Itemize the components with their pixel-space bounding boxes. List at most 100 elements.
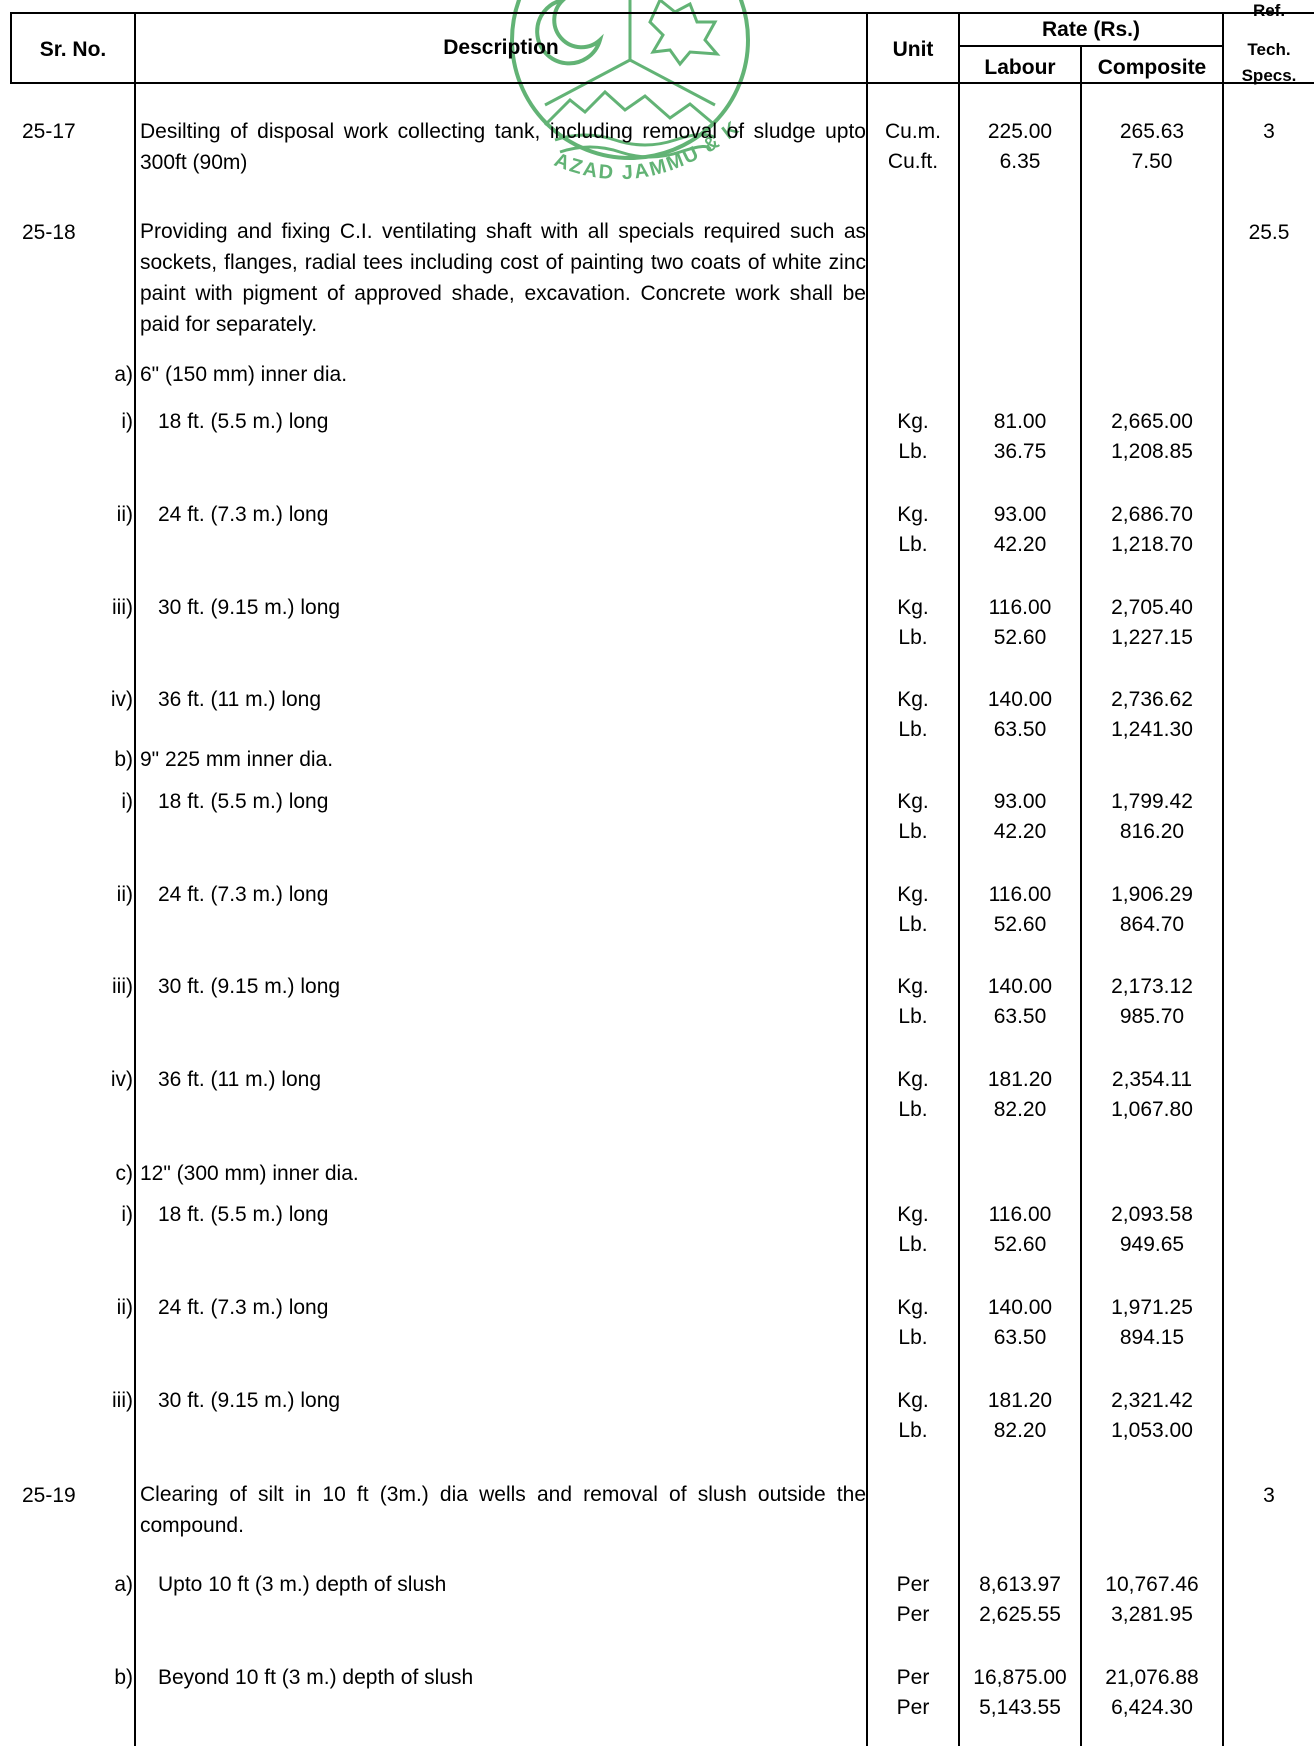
item-25-18-b-iv-label: iv) bbox=[110, 1068, 133, 1091]
item-25-19-a-unit-1: Per bbox=[896, 1573, 930, 1596]
item-25-18-b-label: b) bbox=[114, 748, 133, 771]
item-25-17-description: Desilting of disposal work collecting ta… bbox=[140, 120, 866, 174]
item-25-18-c-ii-composite-2: 894.15 bbox=[1119, 1326, 1185, 1349]
item-25-18-ref: 25.5 bbox=[1248, 221, 1290, 244]
item-25-18-a-i-unit-1: Kg. bbox=[897, 410, 929, 433]
item-25-18-c-label: c) bbox=[115, 1162, 134, 1185]
column-divider-unit bbox=[866, 12, 868, 1746]
item-25-18-c-iii-labour-2: 82.20 bbox=[993, 1419, 1047, 1442]
item-25-18-b-iv-labour-2: 82.20 bbox=[993, 1098, 1047, 1121]
item-25-17-composite-metric: 265.63 bbox=[1119, 120, 1185, 143]
item-25-18-a-i-text: 18 ft. (5.5 m.) long bbox=[158, 410, 329, 433]
item-25-18-c-i-label: i) bbox=[121, 1203, 133, 1226]
item-25-17-unit-metric: Cu.m. bbox=[884, 120, 941, 143]
item-25-19-b-labour-1: 16,875.00 bbox=[973, 1666, 1067, 1689]
item-25-18-a-i-labour-1: 81.00 bbox=[993, 410, 1047, 433]
item-25-18-number: 25-18 bbox=[22, 221, 76, 244]
item-25-18-a-ii-composite-1: 2,686.70 bbox=[1111, 503, 1193, 526]
item-25-18-a-iii-unit-1: Kg. bbox=[897, 596, 929, 619]
item-25-18-b-ii-label: ii) bbox=[116, 883, 133, 906]
header-labour: Labour bbox=[984, 56, 1056, 79]
item-25-19-b-composite-1: 21,076.88 bbox=[1105, 1666, 1199, 1689]
item-25-18-a-iii-labour-2: 52.60 bbox=[993, 626, 1047, 649]
item-25-19-a-text: Upto 10 ft (3 m.) depth of slush bbox=[158, 1573, 447, 1596]
item-25-17-labour-imperial: 6.35 bbox=[999, 150, 1041, 173]
item-25-18-a-iii-composite-2: 1,227.15 bbox=[1111, 626, 1193, 649]
item-25-18-c-ii-labour-2: 63.50 bbox=[993, 1326, 1047, 1349]
item-25-17-composite-imperial: 7.50 bbox=[1131, 150, 1173, 173]
item-25-18-c-ii-unit-2: Lb. bbox=[898, 1326, 928, 1349]
ajk-emblem-watermark-icon: AZAD JAMMU & KASHMIR bbox=[485, 0, 750, 184]
item-25-18-a-ii-text: 24 ft. (7.3 m.) long bbox=[158, 503, 329, 526]
item-25-18-a-iv-composite-2: 1,241.30 bbox=[1111, 718, 1193, 741]
item-25-18-a-i-composite-1: 2,665.00 bbox=[1111, 410, 1193, 433]
item-25-18-c-ii-label: ii) bbox=[116, 1296, 133, 1319]
header-description: Description bbox=[443, 36, 559, 59]
header-sr-no: Sr. No. bbox=[39, 38, 107, 61]
item-25-18-a-i-label: i) bbox=[121, 410, 133, 433]
item-25-18-b-iii-unit-2: Lb. bbox=[898, 1005, 928, 1028]
item-25-18-c-i-unit-2: Lb. bbox=[898, 1233, 928, 1256]
column-divider-composite bbox=[1080, 46, 1082, 1746]
item-25-18-b-i-unit-2: Lb. bbox=[898, 820, 928, 843]
item-25-18-c-ii-unit-1: Kg. bbox=[897, 1296, 929, 1319]
item-25-18-b-ii-labour-1: 116.00 bbox=[988, 883, 1052, 906]
left-border bbox=[10, 12, 12, 84]
header-unit: Unit bbox=[892, 38, 934, 61]
item-25-19-b-unit-1: Per bbox=[896, 1666, 930, 1689]
item-25-17-unit-imperial: Cu.ft. bbox=[887, 150, 939, 173]
item-25-18-b-iv-composite-2: 1,067.80 bbox=[1111, 1098, 1193, 1121]
item-25-18-c-ii-composite-1: 1,971.25 bbox=[1111, 1296, 1193, 1319]
item-25-19-b-label: b) bbox=[114, 1666, 133, 1689]
item-25-18-description: Providing and fixing C.I. ventilating sh… bbox=[140, 220, 866, 336]
item-25-18-b-iv-text: 36 ft. (11 m.) long bbox=[158, 1068, 322, 1091]
item-25-18-a-iv-composite-1: 2,736.62 bbox=[1111, 688, 1193, 711]
item-25-18-a-ii-composite-2: 1,218.70 bbox=[1111, 533, 1193, 556]
item-25-18-c-ii-text: 24 ft. (7.3 m.) long bbox=[158, 1296, 329, 1319]
item-25-18-c-i-composite-2: 949.65 bbox=[1119, 1233, 1185, 1256]
item-25-18-a-iii-label: iii) bbox=[112, 596, 133, 619]
item-25-17-ref: 3 bbox=[1263, 120, 1275, 143]
item-25-18-a-ii-labour-1: 93.00 bbox=[993, 503, 1047, 526]
header-ref-line-1: Ref. bbox=[1252, 1, 1286, 20]
item-25-18-b-iv-unit-2: Lb. bbox=[898, 1098, 928, 1121]
item-25-19-a-composite-1: 10,767.46 bbox=[1105, 1573, 1199, 1596]
item-25-18-a-ii-labour-2: 42.20 bbox=[993, 533, 1047, 556]
header-rate: Rate (Rs.) bbox=[1041, 18, 1141, 41]
item-25-18-b-iii-labour-1: 140.00 bbox=[987, 975, 1053, 998]
item-25-18-a-iv-label: iv) bbox=[110, 688, 133, 711]
item-25-18-c-i-composite-1: 2,093.58 bbox=[1111, 1203, 1193, 1226]
item-25-18-c-iii-unit-1: Kg. bbox=[897, 1389, 929, 1412]
item-25-18-b-iii-label: iii) bbox=[112, 975, 133, 998]
item-25-19-a-labour-2: 2,625.55 bbox=[979, 1603, 1061, 1626]
item-25-18-b-iv-unit-1: Kg. bbox=[897, 1068, 929, 1091]
item-25-18-b-text: 9" 225 mm inner dia. bbox=[140, 748, 334, 771]
item-25-18-a-iii-text: 30 ft. (9.15 m.) long bbox=[158, 596, 341, 619]
item-25-19-description: Clearing of silt in 10 ft (3m.) dia well… bbox=[140, 1483, 866, 1537]
item-25-18-c-text: 12" (300 mm) inner dia. bbox=[140, 1162, 359, 1185]
item-25-18-b-iv-composite-1: 2,354.11 bbox=[1111, 1068, 1193, 1091]
item-25-19-ref: 3 bbox=[1263, 1484, 1275, 1507]
item-25-18-c-i-unit-1: Kg. bbox=[897, 1203, 929, 1226]
item-25-18-a-label: a) bbox=[114, 363, 133, 386]
column-divider-ref bbox=[1222, 12, 1224, 1746]
item-25-18-a-ii-unit-1: Kg. bbox=[897, 503, 929, 526]
item-25-18-c-i-text: 18 ft. (5.5 m.) long bbox=[158, 1203, 329, 1226]
item-25-18-a-iv-unit-2: Lb. bbox=[898, 718, 928, 741]
item-25-18-b-i-label: i) bbox=[121, 790, 133, 813]
item-25-19-a-labour-1: 8,613.97 bbox=[979, 1573, 1061, 1596]
item-25-18-b-i-text: 18 ft. (5.5 m.) long bbox=[158, 790, 329, 813]
item-25-18-c-iii-text: 30 ft. (9.15 m.) long bbox=[158, 1389, 341, 1412]
item-25-18-c-iii-composite-1: 2,321.42 bbox=[1111, 1389, 1193, 1412]
column-divider-labour bbox=[958, 12, 960, 1746]
item-25-19-b-text: Beyond 10 ft (3 m.) depth of slush bbox=[158, 1666, 474, 1689]
item-25-18-b-i-composite-2: 816.20 bbox=[1119, 820, 1185, 843]
item-25-17-labour-metric: 225.00 bbox=[987, 120, 1053, 143]
item-25-19-a-composite-2: 3,281.95 bbox=[1111, 1603, 1193, 1626]
item-25-18-a-iii-composite-1: 2,705.40 bbox=[1111, 596, 1193, 619]
item-25-18-a-iv-labour-1: 140.00 bbox=[987, 688, 1053, 711]
item-25-18-c-i-labour-1: 116.00 bbox=[988, 1203, 1052, 1226]
item-25-18-b-iv-labour-1: 181.20 bbox=[987, 1068, 1053, 1091]
item-25-18-a-i-composite-2: 1,208.85 bbox=[1111, 440, 1193, 463]
